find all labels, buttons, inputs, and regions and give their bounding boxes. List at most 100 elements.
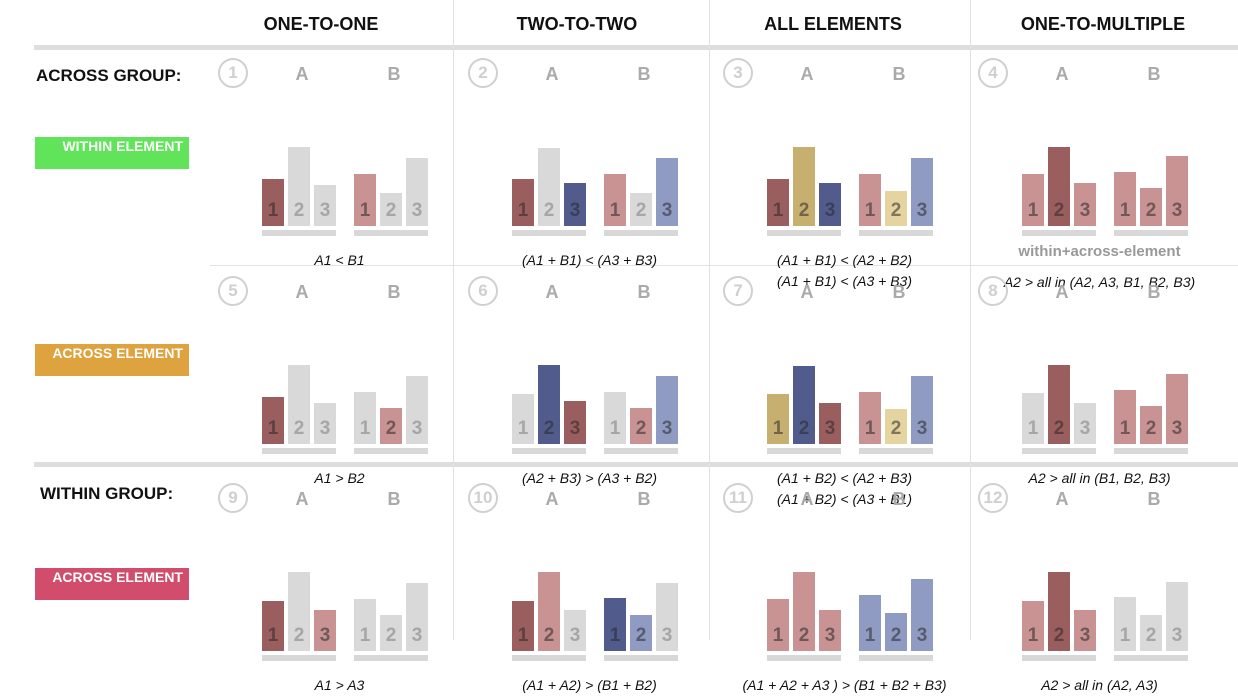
bar-a1: 1 <box>767 599 789 651</box>
bar-number: 3 <box>1079 625 1091 646</box>
bar-b3: 3 <box>406 583 428 651</box>
bar-number: 1 <box>1119 625 1131 646</box>
group-label-a: A <box>800 64 814 84</box>
group-baseline <box>354 230 428 236</box>
cell-number-badge: 6 <box>468 276 498 306</box>
formula-line: (A1 + B1) < (A3 + B3) <box>521 252 657 268</box>
bar-a3: 3 <box>314 610 336 651</box>
group-label-a: A <box>295 489 309 509</box>
bar-b1: 1 <box>1114 597 1136 651</box>
group-label-a: A <box>1055 282 1069 302</box>
cell-number-badge: 12 <box>978 483 1008 513</box>
bar-number: 2 <box>1053 418 1065 439</box>
bar-number: 3 <box>661 418 673 439</box>
formula-line: (A1 + B2) < (A3 + B1) <box>776 491 912 507</box>
bar-a3: 3 <box>819 403 841 444</box>
bar-b3: 3 <box>911 579 933 651</box>
bar-number: 3 <box>569 200 581 221</box>
group-baseline <box>262 655 336 661</box>
cell-9: 9 A 1 2 3 B 1 2 3 A1 > A3 <box>212 483 467 693</box>
group-baseline <box>604 448 678 454</box>
bar-number: 3 <box>319 418 331 439</box>
group-label-a: A <box>545 489 559 509</box>
bar-number: 2 <box>798 200 810 221</box>
bar-number: 2 <box>890 418 902 439</box>
bar-number: 1 <box>772 418 784 439</box>
group-label-b: B <box>1147 64 1161 84</box>
group-baseline <box>1114 448 1188 454</box>
bar-b2: 2 <box>1140 188 1162 226</box>
group-label-a: A <box>295 64 309 84</box>
column-header-one-to-multiple: ONE-TO-MULTIPLE <box>1020 14 1186 34</box>
bar-number: 3 <box>569 418 581 439</box>
bar-number: 3 <box>1171 625 1183 646</box>
formula: A2 > all in (A2, A3) <box>972 675 1227 696</box>
group-baseline <box>354 655 428 661</box>
cell-number-badge: 5 <box>218 276 248 306</box>
group-label-b: B <box>892 282 906 302</box>
group-label-a: A <box>295 282 309 302</box>
bar-number: 3 <box>319 625 331 646</box>
bar-number: 1 <box>609 625 621 646</box>
bar-b3: 3 <box>911 158 933 226</box>
bar-b3: 3 <box>656 158 678 226</box>
group-baseline <box>767 448 841 454</box>
bar-number: 2 <box>798 418 810 439</box>
group-baseline <box>1022 230 1096 236</box>
bar-a1: 1 <box>262 397 284 444</box>
header-rule <box>34 45 1238 50</box>
formula: A1 > A3 <box>212 675 467 696</box>
bar-b1: 1 <box>859 595 881 651</box>
bar-number: 1 <box>359 625 371 646</box>
group-label-a: A <box>800 489 814 509</box>
bar-number: 2 <box>543 418 555 439</box>
bar-b1: 1 <box>354 174 376 226</box>
bar-number: 3 <box>1171 418 1183 439</box>
bar-number: 1 <box>1027 200 1039 221</box>
bar-a2: 2 <box>288 365 310 444</box>
formula: A2 > all in (A2, A3, B1, B2, B3) <box>972 272 1227 293</box>
formula-line: A1 > B2 <box>314 470 365 486</box>
group-baseline <box>262 448 336 454</box>
row-divider <box>210 265 1238 266</box>
bar-number: 3 <box>569 625 581 646</box>
bar-a1: 1 <box>262 179 284 226</box>
group-label-a: A <box>1055 64 1069 84</box>
bar-number: 2 <box>385 625 397 646</box>
bar-a2: 2 <box>538 365 560 444</box>
bar-number: 2 <box>635 625 647 646</box>
cell-4: 4 A 1 2 3 B 1 2 3 within+across-element A2 > all i… <box>972 58 1227 290</box>
bar-number: 3 <box>411 418 423 439</box>
group-label-b: B <box>637 489 651 509</box>
formula: A1 < B1 <box>212 250 467 271</box>
formula-line: A2 > all in (A2, A3, B1, B2, B3) <box>1003 274 1196 290</box>
formula: A2 > all in (B1, B2, B3) <box>972 468 1227 489</box>
bar-number: 3 <box>916 200 928 221</box>
bar-number: 1 <box>1119 418 1131 439</box>
formula: A1 > B2 <box>212 468 467 489</box>
bar-b1: 1 <box>859 174 881 226</box>
formula-line: (A1 + B1) < (A3 + B3) <box>776 273 912 289</box>
cell-number-badge: 3 <box>723 58 753 88</box>
bar-b2: 2 <box>885 613 907 651</box>
bar-b2: 2 <box>380 615 402 651</box>
bar-a2: 2 <box>793 572 815 651</box>
formula-line: (A1 + B1) < (A2 + B2) <box>776 252 912 268</box>
group-label-a: A <box>545 282 559 302</box>
bar-b1: 1 <box>604 174 626 226</box>
bar-a1: 1 <box>262 601 284 651</box>
bar-a3: 3 <box>314 403 336 444</box>
bar-a3: 3 <box>1074 183 1096 226</box>
bar-number: 2 <box>890 200 902 221</box>
cell-number-badge: 8 <box>978 276 1008 306</box>
bar-number: 3 <box>661 625 673 646</box>
bar-b3: 3 <box>656 583 678 651</box>
formula: (A1 + A2 + A3 ) > (B1 + B2 + B3) <box>717 675 972 696</box>
bar-a3: 3 <box>564 401 586 444</box>
bar-a1: 1 <box>767 179 789 226</box>
bar-a2: 2 <box>538 572 560 651</box>
bar-a1: 1 <box>512 601 534 651</box>
bar-a2: 2 <box>1048 365 1070 444</box>
column-header-one-to-one: ONE-TO-ONE <box>263 14 379 34</box>
group-baseline <box>767 655 841 661</box>
